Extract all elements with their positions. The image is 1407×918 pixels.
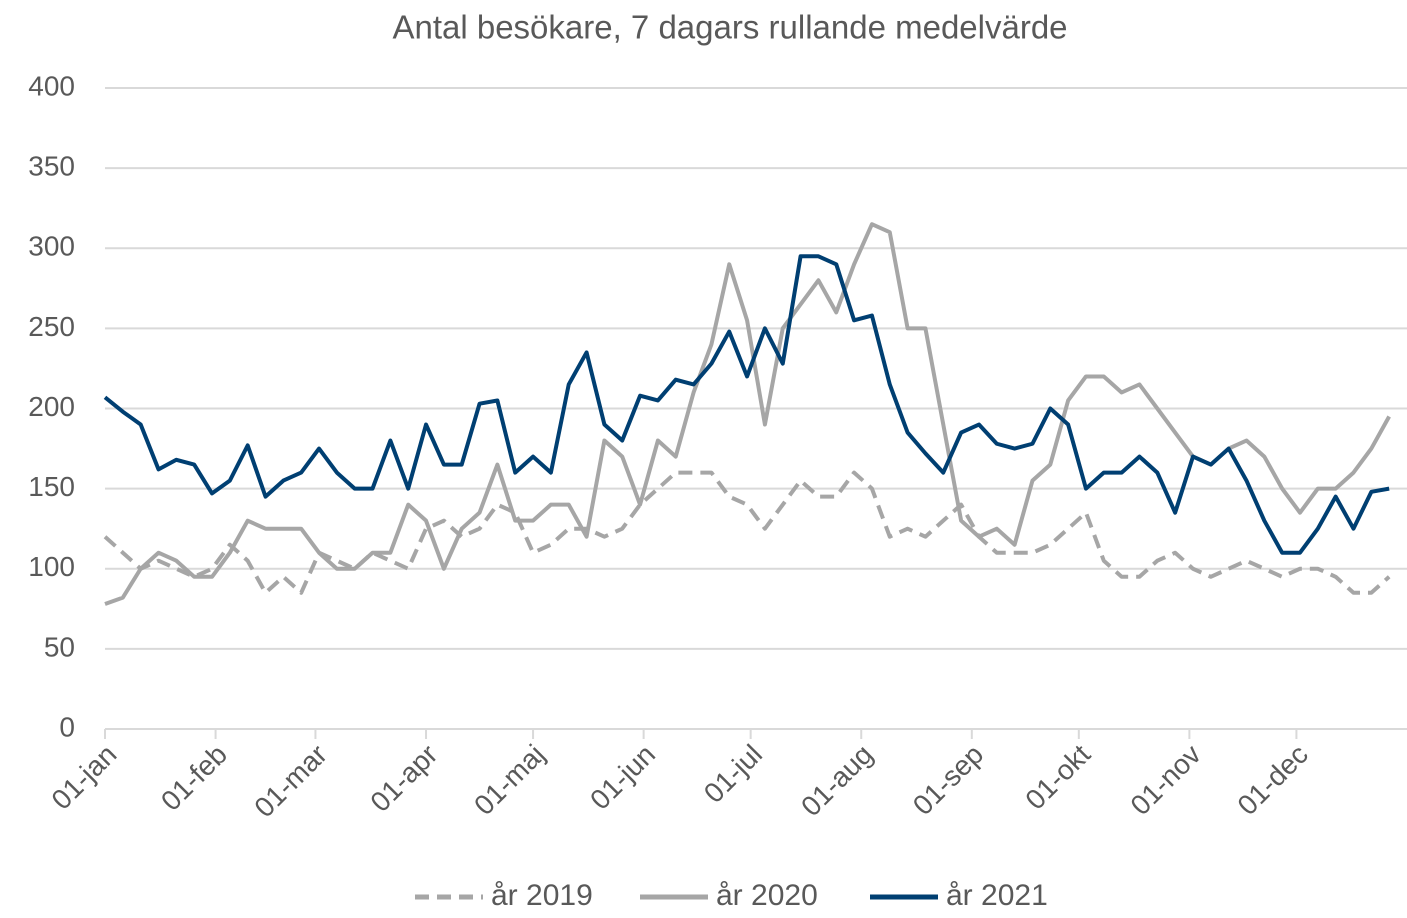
y-tick-label: 300 [28,231,75,262]
x-tick-label: 01-nov [1124,739,1206,821]
x-tick-label: 01-aug [795,739,879,823]
y-tick-label: 400 [28,70,75,101]
series-line [103,254,1390,555]
y-tick-label: 350 [28,151,75,182]
y-tick-label: 200 [28,391,75,422]
y-tick-label: 50 [44,631,75,662]
x-tick-label: 01-mar [248,739,333,824]
y-tick-label: 0 [59,711,75,742]
x-tick-label: 01-jun [584,739,661,816]
x-tick-label: 01-apr [364,739,443,818]
x-tick-label: 01-okt [1019,738,1096,815]
legend-label: år 2021 [946,879,1048,912]
y-tick-label: 100 [28,551,75,582]
legend-label: år 2020 [716,879,818,912]
series-line [104,222,1391,606]
x-tick-label: 01-feb [155,739,233,817]
x-tick-label: 01-jul [698,739,768,809]
x-tick-label: 01-sep [907,739,989,821]
series-line [103,470,1391,595]
x-tick-label: 01-maj [468,739,550,821]
y-tick-label: 150 [28,471,75,502]
y-tick-label: 250 [28,311,75,342]
x-tick-label: 01-dec [1231,739,1313,821]
chart-title: Antal besökare, 7 dagars rullande medelv… [392,9,1067,46]
legend-label: år 2019 [491,879,593,912]
x-tick-label: 01-jan [46,739,123,816]
